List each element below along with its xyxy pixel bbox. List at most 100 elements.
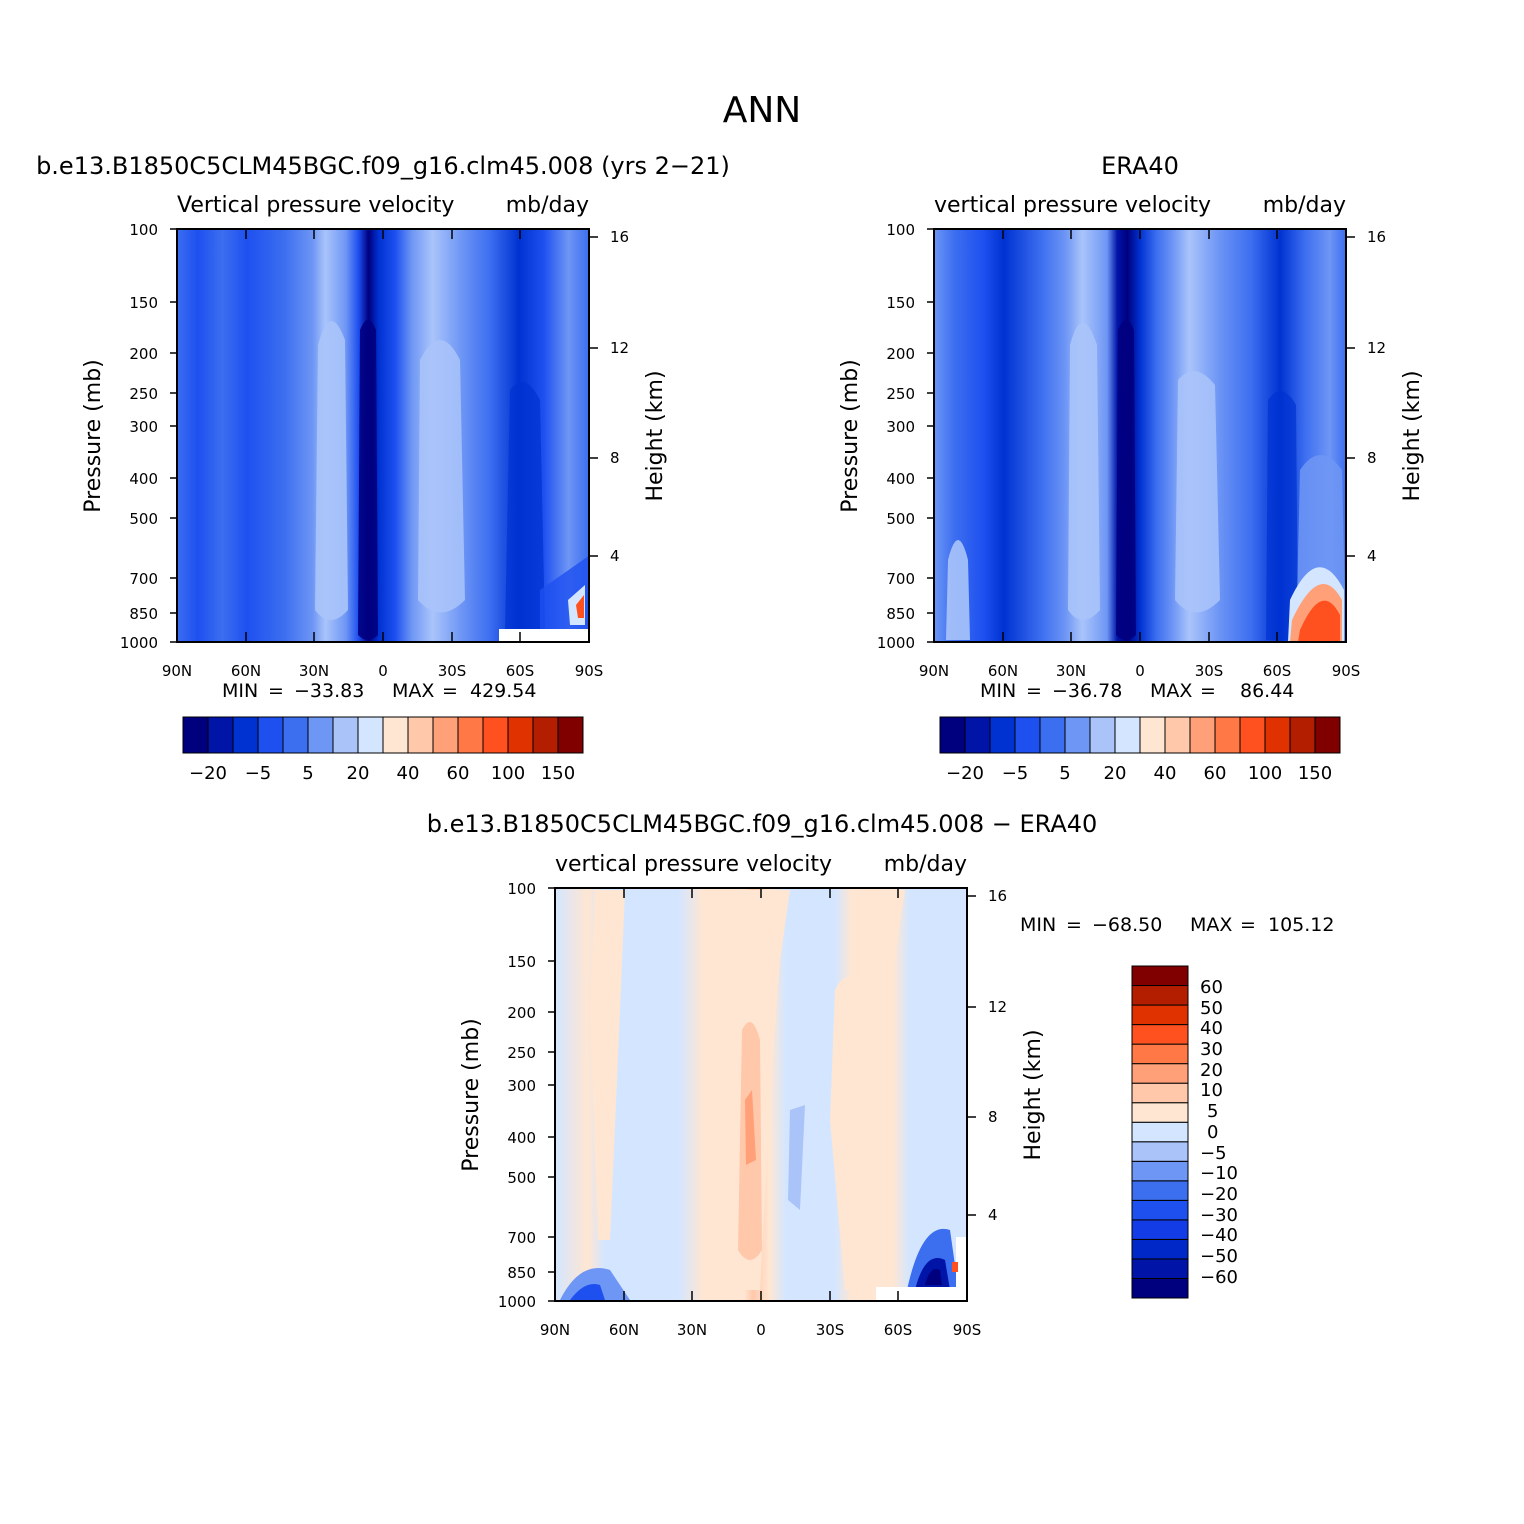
diff-cb-label: 50 [1200,998,1223,1019]
diff-rtick-12: 12 [988,998,1007,1016]
figure-title: ANN [723,90,802,131]
model-cb-label: −5 [245,763,272,784]
model-max-label: MAX [392,680,434,702]
model-ytick-850: 850 [129,605,158,623]
obs-rtick-12: 12 [1367,339,1386,357]
obs-ytick-100: 100 [886,221,915,239]
colorbar-box [1131,1219,1189,1240]
colorbar-box [457,716,484,754]
diff-cb-label: 40 [1200,1018,1223,1039]
colorbar-box [1214,716,1241,754]
obs-ytick-150: 150 [886,294,915,312]
panel-diff-title: b.e13.B1850C5CLM45BGC.f09_g16.clm45.008 … [427,810,1098,838]
colorbar-box [1131,1102,1189,1123]
panel-obs-title: ERA40 [1101,152,1179,180]
diff-min-value: −68.50 [1092,914,1162,936]
colorbar-box [1131,1082,1189,1104]
model-xtick-30s: 30S [438,662,467,680]
obs-rtick-4: 4 [1367,547,1377,565]
model-xtick-60n: 60N [231,662,261,680]
model-cb-label: 5 [302,763,313,784]
panel-diff-left-label: vertical pressure velocity [555,852,832,877]
svg-text:=: = [442,680,458,702]
obs-ytick-1000: 1000 [877,634,915,652]
model-xtick-0: 0 [378,662,388,680]
diff-cb-label: −20 [1200,1184,1238,1205]
model-ylabel-right: Height (km) [643,370,668,501]
obs-cb-label: 20 [1104,763,1127,784]
model-ytick-200: 200 [129,345,158,363]
colorbar-box [182,716,209,754]
obs-ytick-500: 500 [886,510,915,528]
svg-text:=: = [1026,680,1042,702]
colorbar-box [1264,716,1291,754]
colorbar-box [1131,1063,1189,1084]
colorbar-box [1131,1180,1189,1201]
model-cb-label: 20 [347,763,370,784]
colorbar-box [407,716,434,754]
diff-cb-label: 30 [1200,1039,1223,1060]
obs-xtick-30n: 30N [1056,662,1086,680]
model-min-value: −33.83 [294,680,364,702]
diff-colorbar: 60 50 40 30 20 10 5 0 −5 −10 −20 −30 −40… [1131,965,1238,1299]
obs-cb-label: 100 [1248,763,1282,784]
svg-text:=: = [1240,914,1256,936]
colorbar-box [382,716,409,754]
panel-difference: b.e13.B1850C5CLM45BGC.f09_g16.clm45.008 … [427,810,1335,1339]
obs-ylabel-right: Height (km) [1400,370,1425,501]
model-ytick-500: 500 [129,510,158,528]
obs-xtick-60n: 60N [988,662,1018,680]
colorbar-box [989,716,1016,754]
colorbar-box [1139,716,1166,754]
diff-min-label: MIN [1020,914,1056,936]
colorbar-box [332,716,359,754]
diff-xtick-90s: 90S [953,1321,982,1339]
obs-xtick-90s: 90S [1332,662,1361,680]
diff-ytick-700: 700 [507,1229,536,1247]
panel-obs-right-label: mb/day [1263,193,1346,218]
obs-min-label: MIN [980,680,1016,702]
svg-text:=: = [268,680,284,702]
model-ytick-700: 700 [129,570,158,588]
diff-cb-label: 60 [1200,977,1223,998]
obs-min-value: −36.78 [1052,680,1122,702]
model-rtick-8: 8 [610,449,620,467]
colorbar-box [1039,716,1066,754]
svg-text:=: = [1200,680,1216,702]
panel-model-right-label: mb/day [506,193,589,218]
obs-cb-label: 150 [1298,763,1332,784]
model-rtick-12: 12 [610,339,629,357]
colorbar-box [1164,716,1191,754]
colorbar-box [1131,1238,1189,1260]
colorbar-box [1131,965,1189,987]
obs-max-label: MAX [1150,680,1192,702]
diff-ytick-250: 250 [507,1044,536,1062]
diff-max-label: MAX [1190,914,1232,936]
obs-ytick-250: 250 [886,385,915,403]
model-colorbar: −20 −5 5 20 40 60 100 150 [182,716,584,784]
colorbar-box [1131,1141,1189,1162]
model-rtick-4: 4 [610,547,620,565]
panel-obs: ERA40 vertical pressure velocity mb/day [838,152,1425,784]
diff-cb-label: −60 [1200,1267,1238,1288]
colorbar-box [1131,1258,1189,1279]
model-ytick-300: 300 [129,418,158,436]
colorbar-box [1131,1024,1189,1045]
colorbar-box [1189,716,1216,754]
colorbar-box [939,716,966,754]
colorbar-box [207,716,234,754]
diff-ytick-1000: 1000 [498,1293,536,1311]
diff-xtick-60s: 60S [884,1321,913,1339]
diff-cb-label: −10 [1200,1163,1238,1184]
diff-rtick-16: 16 [988,887,1007,905]
colorbar-box [257,716,284,754]
obs-ytick-700: 700 [886,570,915,588]
colorbar-box [507,716,534,754]
diff-cb-label: 5 [1207,1101,1218,1122]
diff-ytick-150: 150 [507,953,536,971]
colorbar-box [307,716,334,754]
diff-cb-label: −30 [1200,1205,1238,1226]
colorbar-box [1114,716,1141,754]
colorbar-box [357,716,384,754]
obs-rtick-16: 16 [1367,228,1386,246]
